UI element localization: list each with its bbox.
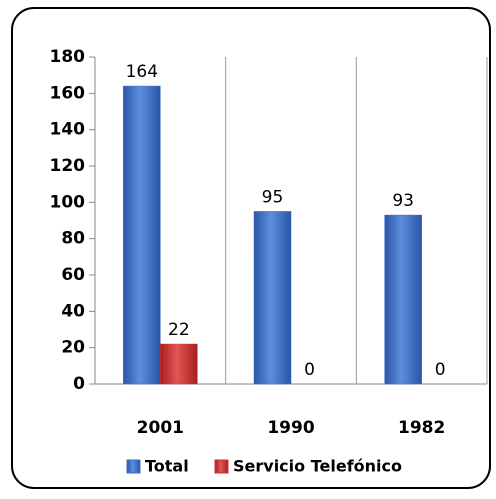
data-label: 164 — [126, 62, 158, 82]
x-tick-label: 1982 — [398, 418, 445, 438]
y-tick-label: 20 — [61, 338, 85, 358]
bar — [123, 85, 161, 385]
data-label: 95 — [262, 187, 284, 207]
x-tick-label: 1990 — [267, 418, 314, 438]
y-tick-label: 120 — [50, 156, 86, 176]
y-tick-label: 40 — [61, 301, 85, 321]
y-tick-label: 100 — [50, 192, 86, 212]
bar — [384, 214, 422, 385]
y-tick-label: 140 — [50, 120, 86, 140]
y-tick-label: 180 — [50, 47, 86, 67]
legend-label: Servicio Telefónico — [233, 457, 402, 476]
data-label: 93 — [392, 191, 414, 211]
y-tick-label: 0 — [73, 374, 85, 394]
data-label: 0 — [435, 360, 446, 380]
x-tick-label: 2001 — [137, 418, 184, 438]
bar — [160, 343, 198, 385]
bar — [253, 211, 292, 385]
legend-swatch — [214, 459, 229, 474]
data-label: 0 — [304, 360, 315, 380]
legend-swatch — [126, 459, 141, 474]
y-tick-label: 60 — [61, 265, 85, 285]
legend-label: Total — [145, 457, 189, 476]
y-tick-label: 160 — [50, 83, 86, 103]
y-tick-label: 80 — [61, 229, 85, 249]
data-label: 22 — [168, 320, 190, 340]
